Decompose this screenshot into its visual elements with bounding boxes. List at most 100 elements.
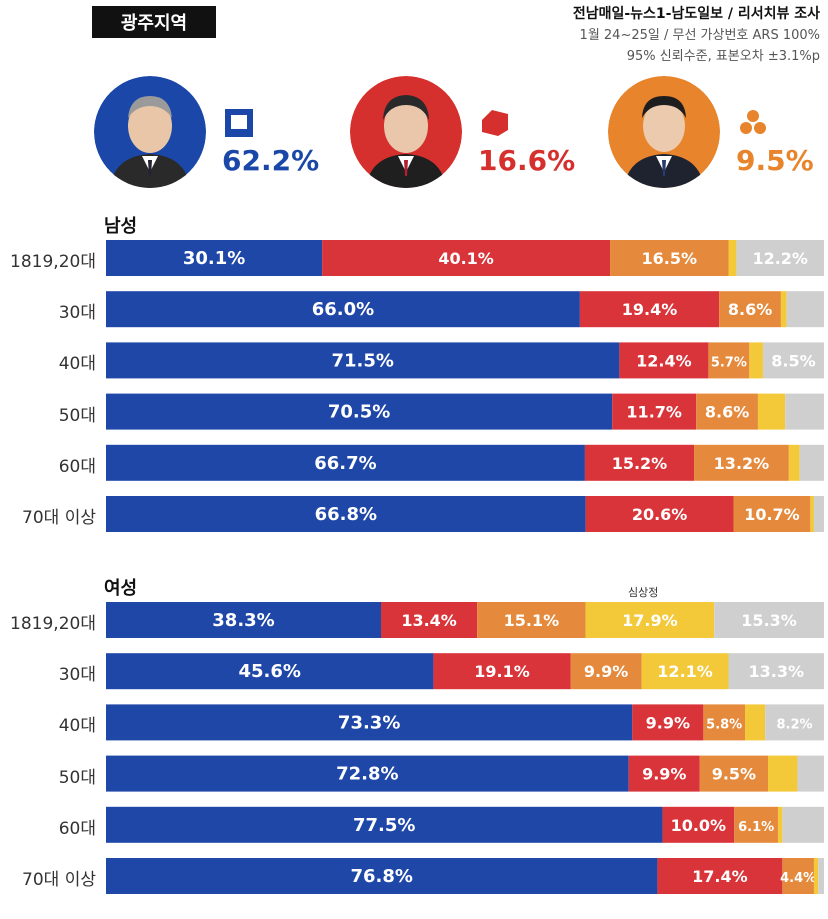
- data-label: 9.9%: [642, 765, 686, 784]
- section-label-female: 여성: [104, 578, 138, 599]
- region-tag: 광주지역: [92, 6, 216, 38]
- data-label: 6.1%: [738, 820, 774, 835]
- bar-segment: [757, 393, 786, 430]
- survey-source: 전남매일-뉴스1-남도일보 / 리서치뷰 조사 1월 24~25일 / 무선 가…: [573, 4, 820, 67]
- people-power-party-flag-icon: [478, 106, 512, 140]
- data-label: 9.9%: [646, 713, 690, 732]
- bar-segment: [106, 858, 658, 894]
- bar-segment: [813, 858, 819, 894]
- data-label: 40.1%: [438, 249, 494, 268]
- data-label: 17.9%: [622, 611, 678, 630]
- bar-segment: [612, 393, 697, 430]
- data-label: 15.2%: [612, 454, 668, 473]
- candidate-2-pct: 16.6%: [478, 144, 576, 177]
- annotation-sim-sang-jung: 심상정: [628, 586, 659, 599]
- bar-segment: [785, 393, 824, 430]
- bar-segment: [703, 704, 746, 741]
- candidate-1-pct: 62.2%: [222, 144, 320, 177]
- candidate-2-avatar: [350, 76, 462, 188]
- bar-segment: [749, 342, 763, 379]
- bar-segment: [765, 704, 824, 741]
- bar-segment: [657, 858, 783, 894]
- bar-segment: [762, 342, 824, 379]
- bar-segment: [782, 858, 814, 894]
- bar-segment: [734, 806, 779, 843]
- bar-segment: [584, 444, 695, 481]
- row-label: 1819,20대: [10, 614, 96, 634]
- bar-segment: [708, 342, 750, 379]
- bar-segment: [786, 291, 824, 328]
- bar-segment: [778, 806, 783, 843]
- data-label: 71.5%: [331, 350, 393, 371]
- bar-segment: [106, 291, 580, 328]
- bar-segment: [818, 858, 824, 894]
- bar-segment: [799, 444, 824, 481]
- bar-segment: [106, 704, 633, 741]
- peoples-party-trefoil-icon: [736, 106, 770, 140]
- bar-segment: [380, 602, 478, 638]
- bar-segment: [632, 704, 704, 741]
- bar-segment: [662, 806, 735, 843]
- democratic-party-square-icon: [222, 106, 256, 140]
- bar-segment: [728, 653, 824, 690]
- data-label: 8.6%: [705, 403, 749, 422]
- bar-segment: [585, 496, 734, 532]
- data-label: 12.2%: [752, 249, 808, 268]
- data-label: 12.1%: [657, 662, 713, 681]
- row-label: 30대: [58, 303, 96, 324]
- bar-segment: [788, 444, 800, 481]
- data-label: 66.8%: [315, 504, 377, 525]
- row-label: 60대: [58, 456, 96, 477]
- bar-segment: [780, 291, 787, 328]
- row-label: 70대 이상: [22, 870, 96, 890]
- candidate-1-avatar: [94, 76, 206, 188]
- bar-segment: [728, 240, 737, 276]
- bar-segment: [106, 342, 620, 379]
- data-label: 15.3%: [741, 611, 797, 630]
- bar-segment: [736, 240, 824, 276]
- bar-segment: [813, 496, 824, 532]
- data-label: 5.8%: [706, 717, 742, 732]
- bar-segment: [106, 806, 663, 843]
- bar-segment: [585, 602, 715, 638]
- data-label: 16.5%: [642, 249, 698, 268]
- row-label: 50대: [58, 405, 96, 426]
- bar-segment: [719, 291, 781, 328]
- bar-segment: [106, 755, 629, 792]
- row-label: 30대: [58, 665, 96, 686]
- bar-segment: [106, 496, 586, 532]
- bar-segment: [745, 704, 766, 741]
- data-label: 5.7%: [711, 355, 747, 370]
- section-label-male: 남성: [104, 216, 138, 237]
- bar-segment: [106, 444, 585, 481]
- row-label: 60대: [58, 818, 96, 839]
- row-label: 40대: [58, 354, 96, 375]
- bar-segment: [694, 444, 789, 481]
- data-label: 13.4%: [401, 611, 457, 630]
- data-label: 10.7%: [744, 505, 800, 524]
- bar-segment: [619, 342, 709, 379]
- bar-segment: [768, 755, 798, 792]
- bar-segment: [106, 393, 613, 430]
- bar-segment: [714, 602, 824, 638]
- data-label: 8.2%: [777, 717, 813, 732]
- data-label: 45.6%: [238, 661, 300, 682]
- data-label: 73.3%: [338, 712, 400, 733]
- source-title: 전남매일-뉴스1-남도일보 / 리서치뷰 조사: [572, 6, 820, 22]
- data-label: 66.7%: [314, 453, 376, 474]
- source-date-method: 1월 24~25일 / 무선 가상번호 ARS 100%: [579, 28, 820, 43]
- bar-segment: [106, 653, 434, 690]
- bar-segment: [610, 240, 729, 276]
- row-label: 1819,20대: [10, 252, 96, 272]
- data-label: 19.4%: [622, 300, 678, 319]
- bar-segment: [322, 240, 611, 276]
- data-label: 13.3%: [748, 662, 804, 681]
- data-label: 8.6%: [728, 300, 772, 319]
- bar-segment: [733, 496, 811, 532]
- bar-segment: [106, 602, 381, 638]
- row-label: 50대: [58, 767, 96, 788]
- bar-segment: [797, 755, 824, 792]
- data-label: 9.9%: [584, 662, 628, 681]
- data-label: 19.1%: [474, 662, 530, 681]
